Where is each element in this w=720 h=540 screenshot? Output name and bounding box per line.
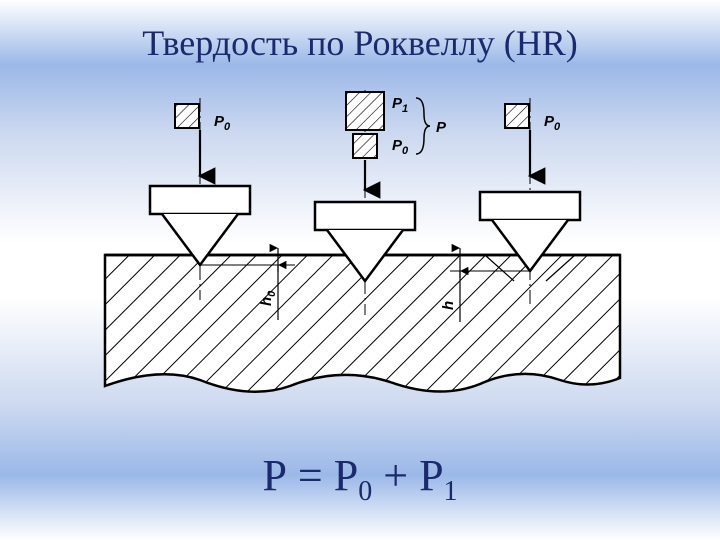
label-p: P — [436, 119, 447, 136]
formula-r2-sub: 1 — [444, 476, 458, 507]
rockwell-diagram: P0 h0 P1 P0 P — [90, 90, 630, 410]
formula-r1-sub: 0 — [358, 476, 372, 507]
label-p0-center: P0 — [392, 137, 409, 157]
page-title: Твердость по Роквеллу (HR) — [0, 22, 720, 64]
formula: Р = Р0 + Р1 — [0, 450, 720, 508]
formula-lhs: Р — [262, 451, 286, 500]
label-p0-left: P0 — [214, 113, 231, 133]
label-p1: P1 — [392, 95, 408, 115]
formula-r2: Р — [419, 451, 443, 500]
formula-r1: Р — [334, 451, 358, 500]
label-p0-right: P0 — [544, 113, 561, 133]
label-h: h — [440, 301, 457, 310]
